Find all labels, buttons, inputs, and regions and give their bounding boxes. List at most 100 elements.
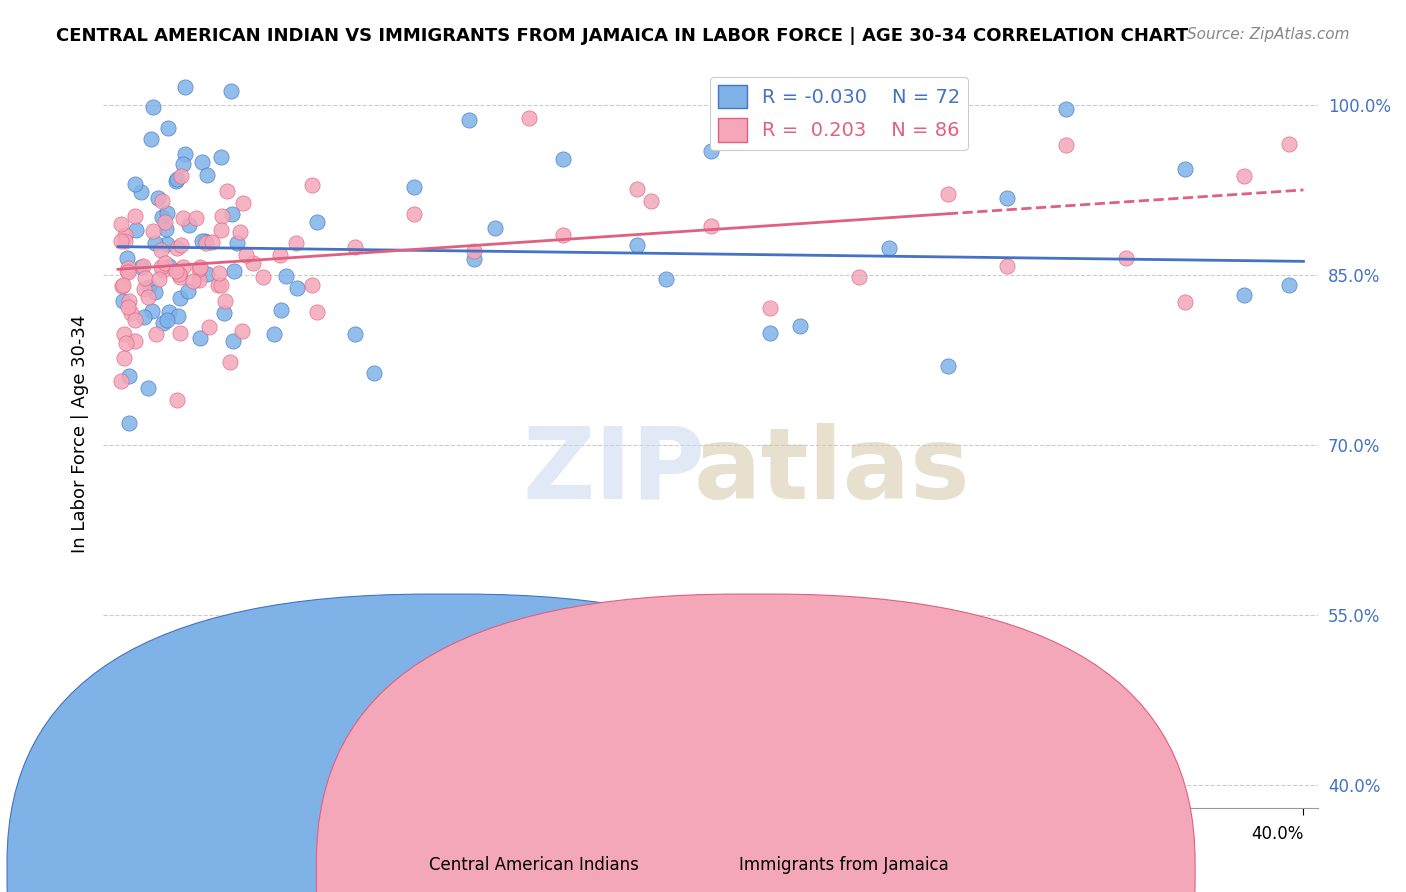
Text: atlas: atlas <box>695 423 970 519</box>
Point <box>209 223 232 237</box>
Point <box>232 196 254 211</box>
Point <box>149 244 172 258</box>
Point <box>165 263 187 277</box>
Point <box>269 248 291 262</box>
Point <box>699 219 721 233</box>
Point <box>112 326 135 341</box>
Point <box>640 194 662 208</box>
Text: 0.0%: 0.0% <box>118 825 160 843</box>
Point <box>463 244 485 258</box>
Point <box>146 191 169 205</box>
Point <box>167 310 190 324</box>
Point <box>188 260 211 275</box>
Point <box>124 209 146 223</box>
Point <box>166 241 188 255</box>
Legend: R = -0.030    N = 72, R =  0.203    N = 86: R = -0.030 N = 72, R = 0.203 N = 86 <box>710 77 969 150</box>
Point <box>188 331 211 345</box>
Point <box>209 277 232 292</box>
Point <box>201 235 224 250</box>
Point <box>209 150 232 164</box>
Point <box>263 326 285 341</box>
Point <box>285 281 308 295</box>
Point <box>1054 138 1077 153</box>
Point <box>995 191 1018 205</box>
Point <box>110 217 132 231</box>
Point <box>212 305 235 319</box>
Point <box>221 334 243 348</box>
Point <box>208 266 231 280</box>
Point <box>157 259 180 273</box>
Point <box>142 100 165 114</box>
Point <box>142 224 165 238</box>
Point <box>166 393 188 408</box>
Point <box>484 221 506 235</box>
Point <box>1278 278 1301 293</box>
Point <box>517 112 540 126</box>
Point <box>125 223 148 237</box>
Text: CENTRAL AMERICAN INDIAN VS IMMIGRANTS FROM JAMAICA IN LABOR FORCE | AGE 30-34 CO: CENTRAL AMERICAN INDIAN VS IMMIGRANTS FR… <box>56 27 1188 45</box>
Point <box>174 146 197 161</box>
Point <box>112 278 135 293</box>
Point <box>156 236 179 251</box>
Point <box>307 305 329 319</box>
Text: 40.0%: 40.0% <box>1251 825 1303 843</box>
Point <box>172 260 194 274</box>
Point <box>219 84 242 98</box>
Point <box>129 185 152 199</box>
Point <box>626 182 648 196</box>
Point <box>195 168 218 182</box>
Point <box>169 326 191 340</box>
Point <box>156 313 179 327</box>
Point <box>626 238 648 252</box>
Point <box>191 155 214 169</box>
Point <box>114 227 136 242</box>
Point <box>270 302 292 317</box>
Point <box>1233 288 1256 302</box>
Point <box>170 238 193 252</box>
Point <box>129 260 152 275</box>
Point <box>344 240 367 254</box>
Point <box>1233 169 1256 183</box>
Point <box>132 282 155 296</box>
Point <box>174 80 197 95</box>
Point <box>231 324 253 338</box>
Point <box>655 271 678 285</box>
Point <box>110 374 132 388</box>
Point <box>143 236 166 251</box>
Point <box>214 294 236 309</box>
Point <box>242 256 264 270</box>
Point <box>132 259 155 273</box>
Point <box>117 260 139 275</box>
Point <box>936 186 959 201</box>
Point <box>221 207 243 221</box>
Point <box>117 265 139 279</box>
Point <box>172 211 194 225</box>
Point <box>114 234 136 248</box>
Point <box>877 241 900 255</box>
Point <box>118 368 141 383</box>
Point <box>222 264 245 278</box>
Point <box>166 172 188 186</box>
Point <box>115 264 138 278</box>
Point <box>789 319 811 334</box>
Point <box>188 272 211 286</box>
Text: Central American Indians: Central American Indians <box>429 856 640 874</box>
Point <box>207 278 229 293</box>
Point <box>170 169 193 183</box>
Point <box>344 326 367 341</box>
Point <box>198 320 221 334</box>
Point <box>936 359 959 373</box>
Point <box>363 366 385 380</box>
Point <box>305 214 328 228</box>
Point <box>177 284 200 298</box>
Point <box>181 274 204 288</box>
Point <box>117 301 139 315</box>
Point <box>1054 102 1077 116</box>
Point <box>118 293 141 308</box>
Point <box>1174 295 1197 310</box>
Point <box>111 279 134 293</box>
Point <box>169 270 191 285</box>
Point <box>252 270 274 285</box>
Point <box>134 271 156 285</box>
Point <box>179 218 201 232</box>
